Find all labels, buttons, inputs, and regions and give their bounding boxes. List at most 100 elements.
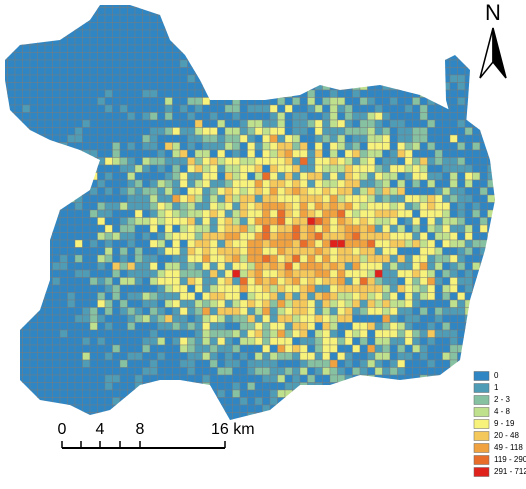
grid-cell [209, 164, 218, 173]
grid-cell [179, 22, 188, 31]
grid-cell [217, 307, 226, 316]
grid-cell [209, 59, 218, 68]
grid-cell [127, 14, 136, 23]
grid-cell [412, 262, 421, 271]
grid-cell [442, 172, 451, 181]
grid-cell [82, 172, 91, 181]
grid-cell [134, 404, 143, 413]
grid-cell [97, 59, 106, 68]
grid-cell [179, 149, 188, 158]
grid-cell [344, 224, 353, 233]
grid-cell [224, 269, 233, 278]
grid-cell [427, 352, 436, 361]
grid-cell [329, 359, 338, 368]
grid-cell [449, 149, 458, 158]
grid-cell [292, 382, 301, 391]
grid-cell [52, 127, 61, 136]
grid-cell [299, 112, 308, 121]
grid-cell [232, 187, 241, 196]
grid-cell [52, 232, 61, 241]
grid-cell [37, 74, 46, 83]
grid-cell [157, 74, 166, 83]
grid-cell [172, 382, 181, 391]
grid-cell [67, 307, 76, 316]
grid-cell [7, 254, 16, 263]
grid-cell [337, 412, 346, 420]
grid-cell [29, 239, 38, 248]
grid-cell [412, 82, 421, 91]
legend-label: 9 - 19 [494, 419, 515, 428]
grid-cell [97, 149, 106, 158]
grid-cell [404, 74, 413, 83]
grid-cell [232, 277, 241, 286]
grid-cell [344, 82, 353, 91]
grid-cell [179, 164, 188, 173]
grid-cell [292, 374, 301, 383]
grid-cell [232, 67, 241, 76]
grid-cell [292, 82, 301, 91]
grid-cell [337, 374, 346, 383]
grid-cell [82, 217, 91, 226]
grid-cell [487, 179, 495, 188]
grid-cell [74, 277, 83, 286]
grid-cell [307, 314, 316, 323]
grid-cell [209, 119, 218, 128]
grid-cell [487, 277, 495, 286]
legend-swatch [473, 431, 490, 441]
grid-cell [67, 254, 76, 263]
grid-cell [74, 89, 83, 98]
grid-cell [299, 359, 308, 368]
grid-cell [194, 239, 203, 248]
grid-cell [67, 172, 76, 181]
grid-cell [292, 217, 301, 226]
grid-cell [142, 404, 151, 413]
grid-cell [67, 224, 76, 233]
grid-cell [134, 164, 143, 173]
grid-cell [74, 374, 83, 383]
grid-cell [329, 127, 338, 136]
grid-cell [337, 284, 346, 293]
grid-cell [337, 367, 346, 376]
grid-cell [307, 7, 316, 16]
grid-cell [44, 397, 53, 406]
grid-cell [344, 284, 353, 293]
grid-cell [254, 142, 263, 151]
grid-cell [434, 22, 443, 31]
grid-cell [179, 74, 188, 83]
grid-cell [434, 82, 443, 91]
grid-cell [284, 239, 293, 248]
grid-cell [337, 29, 346, 38]
grid-cell [217, 44, 226, 53]
grid-cell [404, 179, 413, 188]
grid-cell [412, 314, 421, 323]
grid-cell [434, 202, 443, 211]
grid-cell [7, 119, 16, 128]
grid-cell [457, 224, 466, 233]
grid-cell [44, 374, 53, 383]
grid-cell [44, 382, 53, 391]
grid-cell [149, 44, 158, 53]
grid-cell [44, 5, 53, 8]
grid-cell [179, 44, 188, 53]
grid-cell [59, 239, 68, 248]
grid-cell [434, 322, 443, 331]
grid-cell [179, 37, 188, 46]
grid-cell [239, 382, 248, 391]
grid-cell [97, 217, 106, 226]
grid-cell [239, 194, 248, 203]
grid-cell [397, 104, 406, 113]
grid-cell [262, 314, 271, 323]
grid-cell [359, 367, 368, 376]
grid-cell [97, 119, 106, 128]
grid-cell [284, 194, 293, 203]
grid-cell [479, 202, 488, 211]
grid-cell [172, 5, 181, 8]
grid-cell [382, 29, 391, 38]
grid-cell [374, 157, 383, 166]
grid-cell [389, 14, 398, 23]
grid-cell [352, 29, 361, 38]
grid-cell [164, 299, 173, 308]
grid-cell [194, 299, 203, 308]
grid-cell [374, 97, 383, 106]
grid-cell [434, 134, 443, 143]
